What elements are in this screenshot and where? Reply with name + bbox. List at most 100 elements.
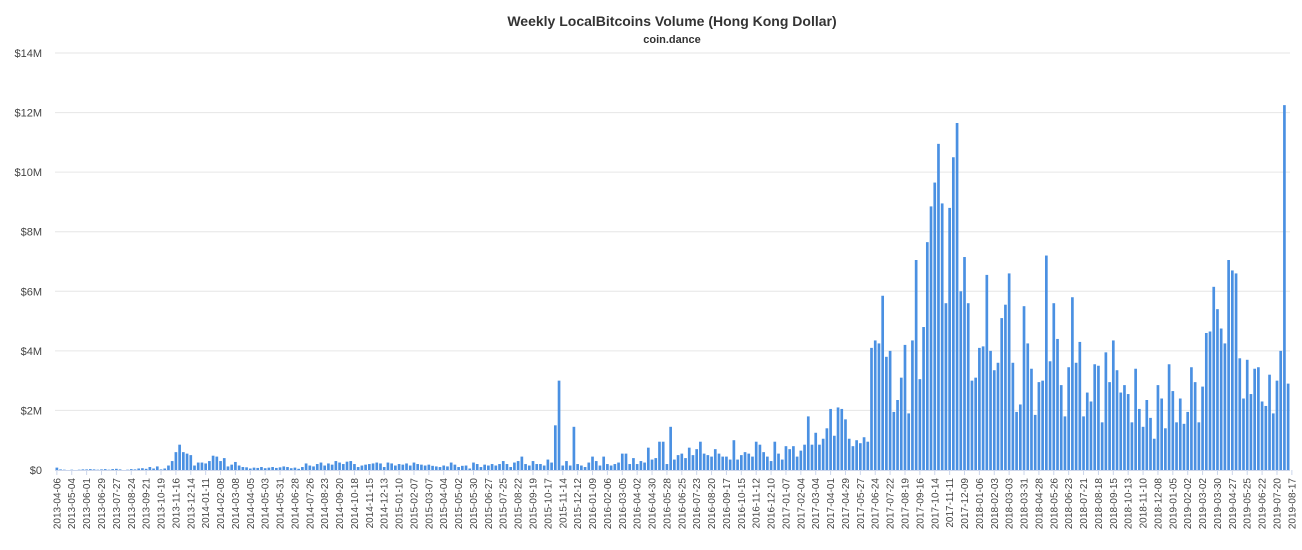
bar (632, 458, 635, 470)
bar (814, 432, 818, 470)
x-tick-label: 2018-11-10 (1139, 478, 1150, 529)
bar (286, 467, 289, 470)
bar (312, 466, 315, 470)
bar (587, 462, 591, 470)
bar (888, 350, 892, 470)
bar (591, 456, 594, 470)
bar (933, 182, 937, 470)
y-tick-label: $0 (30, 465, 42, 477)
bar (1071, 297, 1074, 470)
bar (494, 465, 498, 470)
bar (308, 465, 312, 470)
x-tick-label: 2019-02-02 (1183, 478, 1194, 530)
bar (810, 444, 814, 470)
x-tick-label: 2016-04-30 (648, 478, 659, 530)
x-tick-label: 2013-09-21 (142, 478, 153, 530)
bar (1119, 392, 1123, 470)
bar (464, 465, 468, 470)
bar (394, 465, 397, 470)
bar (1249, 394, 1253, 470)
bar (561, 465, 565, 470)
x-tick-label: 2017-07-22 (886, 478, 897, 530)
bar (278, 467, 282, 470)
x-tick-label: 2015-02-07 (409, 478, 420, 530)
bar (185, 453, 189, 470)
bar (1026, 343, 1030, 470)
bar (442, 465, 446, 470)
bar (706, 455, 710, 470)
bar (836, 407, 840, 470)
x-tick-label: 2019-01-05 (1168, 478, 1179, 530)
bar (788, 449, 792, 470)
bar (624, 453, 628, 470)
x-tick-label: 2014-05-03 (261, 478, 272, 530)
bar (743, 452, 747, 470)
bar (92, 469, 96, 470)
bar (174, 452, 178, 470)
bar (297, 468, 300, 470)
bar (762, 452, 765, 470)
y-tick-label: $10M (14, 167, 42, 179)
y-tick-label: $14M (14, 48, 42, 60)
x-tick-label: 2014-02-08 (216, 478, 227, 530)
bar (806, 416, 810, 470)
bar (245, 467, 248, 470)
bar (1260, 401, 1264, 470)
bar (334, 461, 338, 470)
bar (628, 464, 632, 470)
bar (520, 456, 524, 470)
bar (684, 458, 687, 470)
bar (319, 462, 323, 470)
bar (1104, 352, 1108, 470)
bar (1271, 413, 1275, 470)
bar (382, 467, 386, 470)
bar (1197, 422, 1201, 470)
bar (1208, 331, 1212, 470)
bar (397, 464, 401, 470)
x-tick-label: 2015-06-27 (484, 478, 495, 530)
bar (635, 464, 639, 470)
bar (371, 463, 375, 470)
bar (952, 157, 955, 470)
bar (687, 447, 691, 470)
x-tick-label: 2017-10-14 (930, 478, 941, 530)
bar (364, 464, 367, 470)
bar (100, 469, 103, 470)
bar (721, 456, 725, 470)
bar (717, 453, 721, 470)
bar (509, 467, 513, 470)
x-tick-label: 2013-06-29 (97, 478, 108, 530)
bar (1134, 368, 1137, 470)
bar (1167, 364, 1171, 470)
y-tick-label: $6M (21, 286, 42, 298)
bar (639, 461, 643, 470)
bar (434, 466, 438, 470)
x-tick-label: 2015-04-04 (439, 478, 450, 530)
bar (196, 462, 200, 470)
x-tick-label: 2016-04-02 (633, 478, 644, 530)
bar (390, 463, 393, 470)
x-tick-label: 2013-04-06 (52, 478, 63, 530)
bar (416, 464, 420, 470)
bar (353, 464, 356, 470)
bar (1126, 394, 1130, 470)
bar (1268, 374, 1271, 470)
x-tick-label: 2016-05-28 (662, 478, 673, 530)
bar (821, 438, 825, 470)
bar (777, 453, 780, 470)
x-tick-label: 2019-07-20 (1272, 478, 1283, 530)
bar (129, 469, 133, 470)
bar (847, 438, 851, 470)
bar (349, 461, 353, 470)
x-tick-label: 2019-04-27 (1228, 478, 1239, 530)
bar (758, 444, 762, 470)
bar (1234, 273, 1238, 470)
x-tick-label: 2018-10-13 (1124, 478, 1135, 530)
x-tick-label: 2018-04-28 (1034, 478, 1045, 530)
bar (1052, 303, 1056, 470)
bar (766, 456, 769, 470)
bar (89, 469, 92, 470)
bar (323, 465, 327, 470)
bar (1286, 383, 1290, 470)
bar (1245, 359, 1249, 470)
